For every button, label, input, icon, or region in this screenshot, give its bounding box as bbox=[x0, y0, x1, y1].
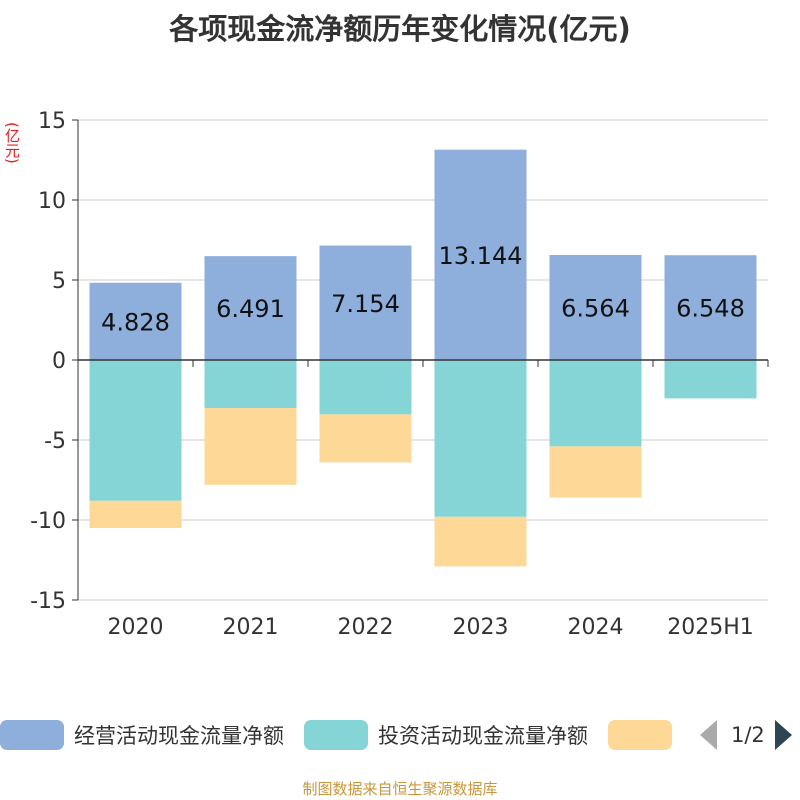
y-tick-label: 10 bbox=[38, 189, 66, 214]
bar-2021-series-0 bbox=[204, 256, 297, 360]
legend-swatch-financing bbox=[608, 720, 672, 750]
data-label-2021: 6.491 bbox=[216, 295, 285, 323]
bar-2020-series-0 bbox=[89, 282, 182, 360]
bar-2025H1-series-1 bbox=[664, 360, 757, 399]
bar-2021-series-2 bbox=[204, 408, 297, 485]
legend-prev-icon[interactable] bbox=[700, 720, 717, 750]
bar-2023-series-1 bbox=[434, 360, 527, 517]
legend-item-financing[interactable] bbox=[608, 720, 702, 750]
cashflow-bar-chart: 15 10 5 0 -5 -10 -15 4.828 6.491 7.154 13.144 6.564… bbox=[30, 109, 769, 640]
y-tick-label: -15 bbox=[30, 589, 66, 614]
bar-2022-series-2 bbox=[319, 414, 412, 463]
bar-2021-series-1 bbox=[204, 360, 297, 408]
legend-swatch-operating bbox=[0, 720, 64, 750]
bar-2022-series-1 bbox=[319, 360, 412, 415]
data-label-2023: 13.144 bbox=[439, 242, 523, 270]
data-label-2024: 6.564 bbox=[561, 294, 630, 322]
data-label-2020: 4.828 bbox=[101, 308, 170, 336]
x-tick-label-2021: 2021 bbox=[223, 615, 279, 640]
y-tick-label: 0 bbox=[52, 349, 66, 374]
legend-label-investing: 投资活动现金流量净额 bbox=[378, 724, 588, 748]
bar-2024-series-0 bbox=[549, 254, 642, 360]
y-axis-unit: (亿元) bbox=[3, 122, 21, 164]
bar-2024-series-2 bbox=[549, 446, 642, 498]
x-tick-label-2023: 2023 bbox=[453, 615, 509, 640]
legend-next-icon[interactable] bbox=[774, 720, 792, 750]
data-source-note: 制图数据来自恒生聚源数据库 bbox=[302, 780, 498, 798]
bar-2022-series-0 bbox=[319, 245, 412, 360]
legend-item-investing[interactable]: 投资活动现金流量净额 bbox=[304, 720, 608, 750]
bar-2023-series-0 bbox=[434, 149, 527, 360]
y-tick-label: -5 bbox=[44, 429, 66, 454]
bar-2023-series-2 bbox=[434, 516, 527, 567]
y-tick-label: 15 bbox=[38, 109, 66, 134]
legend-swatch-investing bbox=[304, 720, 368, 750]
y-tick-label: -10 bbox=[30, 509, 66, 534]
legend-item-operating[interactable]: 经营活动现金流量净额 bbox=[0, 720, 304, 750]
bar-2025H1-series-0 bbox=[664, 255, 757, 360]
x-tick-label-2020: 2020 bbox=[108, 615, 164, 640]
y-tick-label: 5 bbox=[52, 269, 66, 294]
data-label-2025H1: 6.548 bbox=[676, 295, 745, 323]
legend-label-operating: 经营活动现金流量净额 bbox=[74, 724, 284, 748]
legend-page-indicator: 1/2 bbox=[731, 723, 765, 747]
legend-pager: 1/2 bbox=[700, 716, 792, 754]
legend: 经营活动现金流量净额 投资活动现金流量净额 1/2 bbox=[0, 716, 800, 754]
bar-2020-series-1 bbox=[89, 360, 182, 501]
bar-2024-series-1 bbox=[549, 360, 642, 447]
x-tick-label-2025H1: 2025H1 bbox=[667, 615, 754, 640]
x-tick-label-2022: 2022 bbox=[338, 615, 394, 640]
x-tick-label-2024: 2024 bbox=[568, 615, 624, 640]
data-label-2022: 7.154 bbox=[331, 290, 400, 318]
bar-2020-series-2 bbox=[89, 500, 182, 528]
chart-title: 各项现金流净额历年变化情况(亿元) bbox=[169, 12, 631, 46]
